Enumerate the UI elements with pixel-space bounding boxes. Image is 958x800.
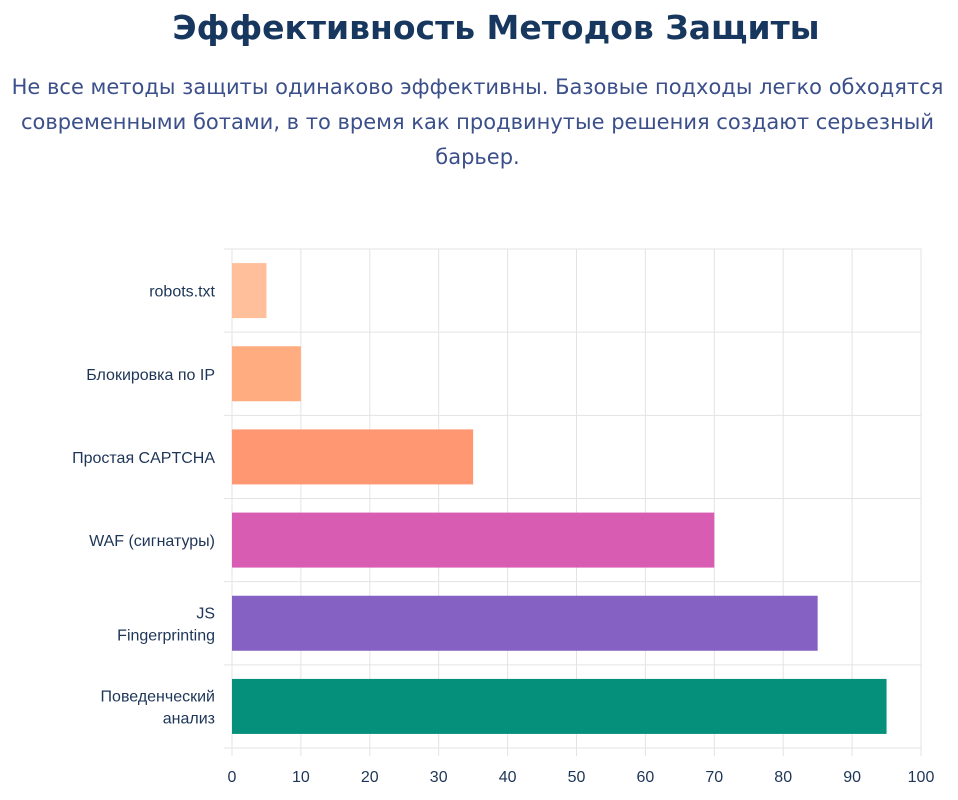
x-tick-label: 100 <box>908 769 935 786</box>
category-label: JS <box>196 605 215 622</box>
category-label: анализ <box>163 710 215 727</box>
x-tick-label: 90 <box>843 769 861 786</box>
x-tick-label: 70 <box>705 769 723 786</box>
category-labels: robots.txt Блокировка по IP Простая CAPTCH… <box>72 284 215 728</box>
page-title: Эффективность Методов Защиты <box>172 8 820 47</box>
bar <box>232 429 474 485</box>
x-tick-label: 30 <box>430 769 448 786</box>
bar <box>232 512 715 568</box>
x-tick-label: 40 <box>499 769 517 786</box>
bar <box>232 595 818 651</box>
category-label: Fingerprinting <box>117 627 215 644</box>
bar <box>232 346 301 402</box>
subtitle-line: современными ботами, в то время как прод… <box>20 110 935 134</box>
category-label: robots.txt <box>149 284 215 301</box>
x-tick-label: 0 <box>228 769 237 786</box>
x-tick-label: 80 <box>774 769 792 786</box>
category-label: WAF (сигнатуры) <box>89 533 215 550</box>
subtitle-line: Не все методы защиты одинаково эффективн… <box>11 75 944 99</box>
grid <box>224 248 922 749</box>
bars <box>232 263 887 734</box>
page-subtitle: Не все методы защиты одинаково эффективн… <box>0 70 958 175</box>
category-label: Блокировка по IP <box>86 367 215 384</box>
x-tick-label: 10 <box>292 769 310 786</box>
category-label: Простая CAPTCHA <box>72 450 215 467</box>
bar <box>232 678 887 734</box>
x-tick-label: 50 <box>568 769 586 786</box>
category-label: Поведенческий <box>101 688 215 705</box>
x-axis: 0 10 20 30 40 50 60 70 80 90 100 <box>228 748 935 786</box>
bar <box>232 263 267 319</box>
x-tick-label: 60 <box>637 769 655 786</box>
subtitle-line: барьер. <box>435 145 520 169</box>
x-tick-label: 20 <box>361 769 379 786</box>
